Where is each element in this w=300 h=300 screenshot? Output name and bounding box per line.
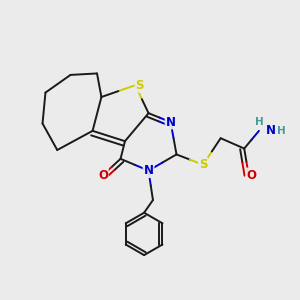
Text: H: H bbox=[277, 126, 285, 136]
Text: N: N bbox=[266, 124, 276, 137]
Text: N: N bbox=[143, 164, 154, 177]
Text: S: S bbox=[135, 79, 144, 92]
Text: S: S bbox=[199, 158, 207, 171]
Text: O: O bbox=[98, 169, 108, 182]
Text: H: H bbox=[255, 117, 263, 127]
Text: O: O bbox=[247, 169, 256, 182]
Text: N: N bbox=[166, 116, 176, 128]
